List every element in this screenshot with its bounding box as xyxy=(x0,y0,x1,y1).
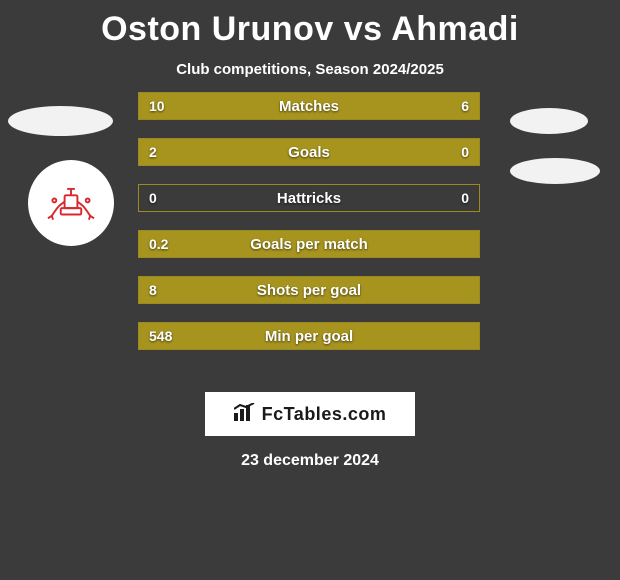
bar-row: 106Matches xyxy=(138,92,480,120)
footer-date: 23 december 2024 xyxy=(0,452,620,470)
crest-icon xyxy=(39,171,103,235)
bar-label: Goals per match xyxy=(139,231,479,257)
bar-row: 20Goals xyxy=(138,138,480,166)
brand-badge: FcTables.com xyxy=(205,392,415,436)
decor-oval-top-right xyxy=(510,108,588,134)
comparison-bars: 106Matches 20Goals 00Hattricks 0.2Goals per… xyxy=(138,92,480,368)
decor-oval-top-left xyxy=(8,106,113,136)
bar-label: Matches xyxy=(139,93,479,119)
brand-text: FcTables.com xyxy=(262,404,387,425)
bar-row: 0.2Goals per match xyxy=(138,230,480,258)
bar-label: Hattricks xyxy=(139,185,479,211)
page-title: Oston Urunov vs Ahmadi xyxy=(0,0,620,49)
bar-row: 00Hattricks xyxy=(138,184,480,212)
bar-label: Min per goal xyxy=(139,323,479,349)
bar-label: Goals xyxy=(139,139,479,165)
decor-oval-mid-right xyxy=(510,158,600,184)
page-subtitle: Club competitions, Season 2024/2025 xyxy=(0,61,620,78)
bar-row: 8Shots per goal xyxy=(138,276,480,304)
bar-row: 548Min per goal xyxy=(138,322,480,350)
bar-chart-icon xyxy=(234,403,256,426)
team-crest xyxy=(28,160,114,246)
bar-label: Shots per goal xyxy=(139,277,479,303)
